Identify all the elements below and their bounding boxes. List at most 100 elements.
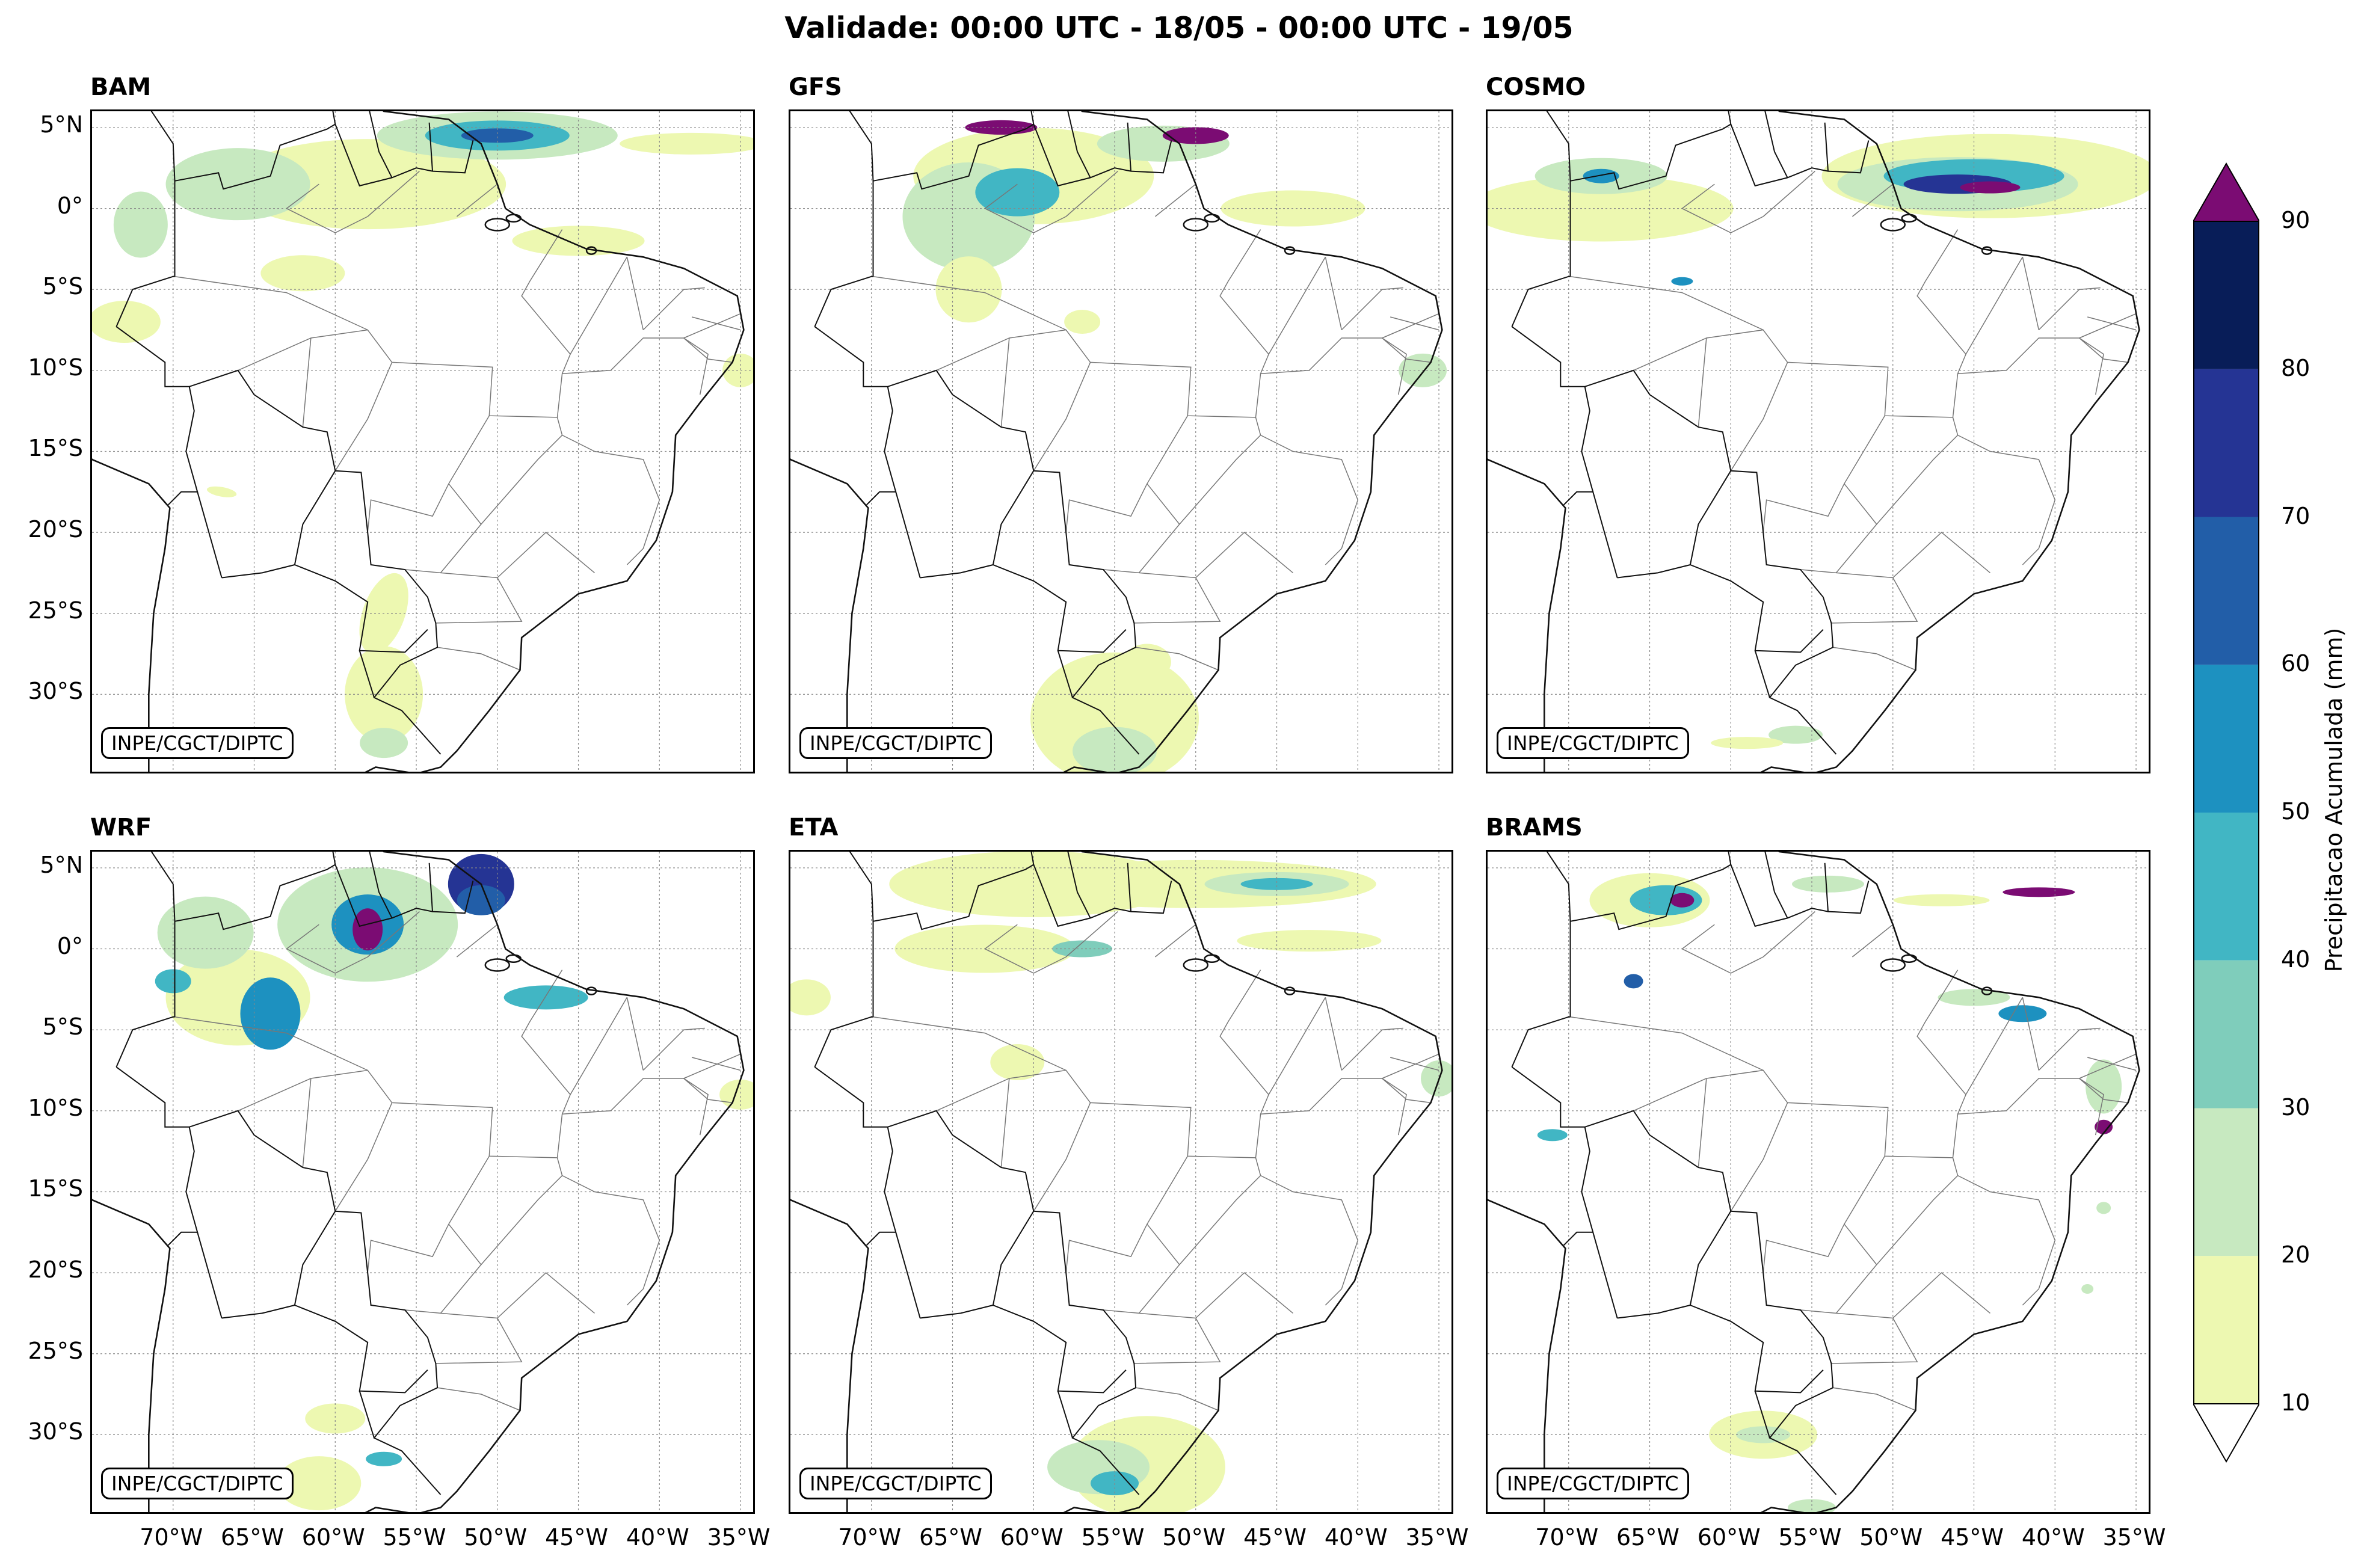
state-border — [1876, 1157, 1959, 1265]
state-border — [1762, 415, 1885, 533]
longitude-tick-label: 65°W — [221, 1524, 284, 1551]
state-border — [1681, 183, 1764, 233]
state-border — [1800, 483, 1877, 574]
colorbar-segment — [2193, 517, 2259, 665]
island-outline — [1284, 246, 1296, 255]
island-outline — [1880, 958, 1906, 972]
colorbar-over-extension — [2193, 162, 2259, 222]
coastline — [92, 852, 745, 1512]
state-border — [1154, 183, 1196, 217]
longitude-tick-label: 55°W — [1081, 1524, 1145, 1551]
precip-area — [360, 728, 408, 758]
state-border — [481, 417, 563, 525]
state-border — [1065, 1155, 1188, 1273]
country-border — [993, 564, 1127, 653]
country-border — [993, 1305, 1127, 1394]
island-outline — [1183, 218, 1209, 232]
precip-area — [2095, 1119, 2113, 1134]
island-outline — [505, 954, 522, 963]
country-border — [1067, 852, 1091, 918]
land-area — [92, 111, 744, 772]
country-border — [1617, 470, 1732, 579]
country-border — [866, 491, 921, 578]
country-border — [185, 1127, 199, 1233]
state-border — [1382, 313, 1439, 339]
map-area — [1486, 850, 2150, 1514]
state-border — [984, 924, 1067, 974]
state-border — [1268, 256, 1326, 355]
longitude-tick-label: 65°W — [1616, 1524, 1679, 1551]
island-outline — [1880, 218, 1906, 232]
precip-area — [1960, 181, 2021, 194]
figure-title: Validade: 00:00 UTC - 18/05 - 00:00 UTC … — [784, 11, 1574, 45]
colorbar-segment — [2193, 221, 2259, 369]
state-border — [873, 275, 1067, 331]
state-border — [1852, 924, 1894, 958]
country-border — [428, 122, 433, 171]
country-border — [115, 275, 175, 327]
island-outline — [585, 246, 597, 255]
country-border — [428, 862, 433, 912]
coastline — [790, 111, 1443, 772]
state-border — [1390, 1057, 1439, 1071]
map-panel-wrf: WRF INPE/CGCT/DIPTC — [90, 814, 755, 1514]
map-panel-gfs: GFS INPE/CGCT/DIPTC — [789, 73, 1453, 773]
state-border — [238, 970, 571, 1158]
state-border — [302, 337, 312, 428]
state-border — [334, 362, 393, 472]
country-border — [884, 1127, 897, 1233]
country-border — [1511, 326, 1837, 755]
precip-map — [92, 111, 753, 772]
state-border — [2079, 1053, 2137, 1079]
country-border — [1617, 1211, 1732, 1319]
map-area — [789, 850, 1453, 1514]
latitude-tick-label: 0° — [57, 192, 83, 219]
country-border — [1569, 123, 1870, 277]
coastline — [1488, 111, 2140, 772]
colorbar-tick-label: 70 — [2281, 502, 2310, 529]
precip-area — [1073, 727, 1157, 772]
country-border — [884, 386, 897, 493]
precip-area — [305, 1403, 366, 1434]
state-border — [562, 434, 660, 565]
panel-title: COSMO — [1486, 73, 1586, 101]
country-border — [167, 491, 223, 578]
colorbar-tick-label: 50 — [2281, 798, 2310, 825]
longitude-tick-label: 60°W — [1697, 1524, 1761, 1551]
colorbar-segment — [2193, 665, 2259, 813]
island-outline — [1901, 954, 1917, 963]
state-border — [2079, 313, 2137, 339]
land-area — [1488, 111, 2140, 772]
longitude-tick-label: 50°W — [1859, 1524, 1923, 1551]
latitude-tick-label: 30°S — [28, 678, 83, 705]
precip-area — [1240, 878, 1313, 890]
state-border — [1831, 577, 1918, 624]
land-area — [1488, 852, 2140, 1512]
state-border — [481, 1157, 563, 1265]
colorbar-segment — [2193, 369, 2259, 517]
panel-title: ETA — [789, 814, 839, 841]
country-border — [1546, 852, 1571, 921]
precip-area — [1791, 875, 1864, 893]
colorbar-segment — [2193, 960, 2259, 1108]
precip-area — [457, 885, 505, 915]
country-border — [1511, 1066, 1837, 1495]
precip-area — [113, 191, 168, 258]
state-border — [1139, 1272, 1293, 1319]
country-border — [1563, 1231, 1618, 1318]
longitude-tick-label: 40°W — [2021, 1524, 2085, 1551]
state-border — [562, 337, 709, 395]
panel-title: GFS — [789, 73, 842, 101]
precip-area — [366, 1451, 402, 1466]
state-border — [1762, 1155, 1885, 1273]
precip-area — [1237, 930, 1382, 952]
country-border — [1127, 862, 1131, 912]
state-border — [1698, 1078, 1707, 1168]
precip-map — [1488, 111, 2149, 772]
precip-area — [1630, 885, 1702, 915]
precip-area — [512, 226, 645, 256]
state-border — [174, 275, 368, 331]
state-border — [1135, 647, 1219, 671]
island-outline — [1284, 986, 1296, 995]
state-border — [1260, 434, 1359, 565]
